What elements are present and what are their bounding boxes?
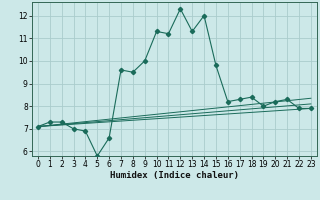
X-axis label: Humidex (Indice chaleur): Humidex (Indice chaleur) (110, 171, 239, 180)
